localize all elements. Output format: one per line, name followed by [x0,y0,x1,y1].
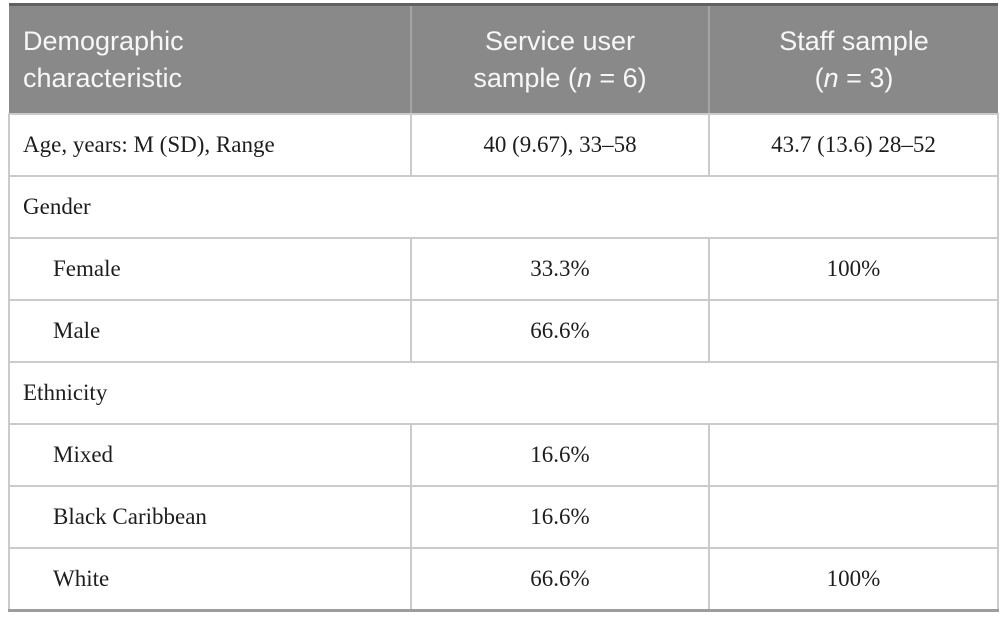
header-col3-n-italic: n [823,62,839,93]
section-label-ethnicity: Ethnicity [8,361,999,425]
header-row: Demographic characteristic Service user … [9,3,998,115]
section-label-gender: Gender [8,175,999,239]
header-service-user-sample: Service user sample (n = 6) [410,3,709,115]
female-staff-value: 100% [708,237,999,301]
table-header: Demographic characteristic Service user … [9,3,998,115]
row-label-age: Age, years: M (SD), Range [8,113,412,177]
table-row-age: Age, years: M (SD), Range 40 (9.67), 33–… [8,113,999,177]
header-col2-line1: Service user [484,25,636,56]
table-row-mixed: Mixed 16.6% [8,423,999,487]
demographics-table: Demographic characteristic Service user … [8,3,999,612]
age-staff-value: 43.7 (13.6) 28–52 [708,113,999,177]
row-label-female: Female [8,237,412,301]
row-label-mixed: Mixed [8,423,412,487]
row-label-white: White [8,547,412,612]
header-col2-line2-pre: sample ( [473,62,577,93]
table-section-row-ethnicity: Ethnicity [8,361,999,425]
table-row-male: Male 66.6% [8,299,999,363]
female-service-user-value: 33.3% [410,237,710,301]
table-section-row-gender: Gender [8,175,999,239]
header-col3-line1: Staff sample [779,25,929,56]
age-service-user-value: 40 (9.67), 33–58 [410,113,710,177]
table-row-black-caribbean: Black Caribbean 16.6% [8,485,999,549]
header-col2-line2-post: = 6) [591,62,647,93]
mixed-staff-value [708,423,999,487]
table-row-white: White 66.6% 100% [8,547,999,612]
header-demographic-characteristic: Demographic characteristic [9,3,411,115]
row-label-male: Male [8,299,412,363]
header-staff-sample: Staff sample (n = 3) [708,3,998,115]
row-label-black-caribbean: Black Caribbean [8,485,412,549]
male-staff-value [708,299,999,363]
header-col3-line2-pre: ( [814,62,824,93]
mixed-service-user-value: 16.6% [410,423,710,487]
male-service-user-value: 66.6% [410,299,710,363]
header-col1-line2: characteristic [23,62,183,93]
black-caribbean-service-user-value: 16.6% [410,485,710,549]
black-caribbean-staff-value [708,485,999,549]
header-col2-n-italic: n [576,62,592,93]
table-body: Age, years: M (SD), Range 40 (9.67), 33–… [8,113,999,612]
white-service-user-value: 66.6% [410,547,710,612]
white-staff-value: 100% [708,547,999,612]
table-row-female: Female 33.3% 100% [8,237,999,301]
header-col3-line2-post: = 3) [838,62,894,93]
header-col1-line1: Demographic [23,25,184,56]
